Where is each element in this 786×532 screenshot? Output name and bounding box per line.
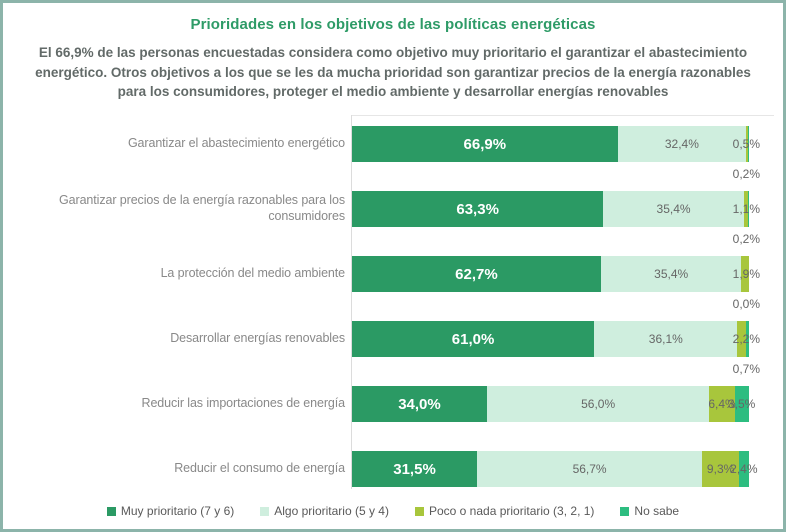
value-label-algo-prioritario: 36,1% xyxy=(648,332,683,346)
bar-segment-3 xyxy=(709,386,735,422)
value-label-poco-prioritario: 6,4% xyxy=(708,397,736,411)
value-label-muy-prioritario: 62,7% xyxy=(455,265,498,283)
bar-segment-3 xyxy=(737,321,747,357)
bar-segment-2 xyxy=(594,321,738,357)
bar-row: 34,0% 56,0% 6,4% 3,5% xyxy=(352,386,755,422)
category-label: Garantizar el abastecimiento energético xyxy=(127,136,345,151)
value-label-muy-prioritario: 66,9% xyxy=(463,135,507,153)
legend-swatch-icon xyxy=(106,506,116,516)
value-label-poco-prioritario: 2,2% xyxy=(732,332,760,346)
plot-top-gridline xyxy=(351,115,774,116)
value-label-no-sabe: 0,2% xyxy=(732,232,760,246)
bar-segment-4 xyxy=(748,191,749,227)
bar-segment-2 xyxy=(603,191,744,227)
bar-segment-2 xyxy=(600,256,742,292)
legend-item-1: Muy prioritario (7 y 6) xyxy=(106,504,235,518)
value-label-no-sabe: 0,2% xyxy=(732,167,760,181)
legend-label: No sabe xyxy=(634,504,680,518)
bar-segment-2 xyxy=(617,126,747,162)
bar-row: 66,9% 32,4% 0,5% 0,2% xyxy=(352,126,760,181)
bar-segment-4 xyxy=(739,451,749,487)
value-label-muy-prioritario: 34,0% xyxy=(398,395,441,413)
value-label-muy-prioritario: 31,5% xyxy=(393,460,436,478)
value-label-algo-prioritario: 35,4% xyxy=(654,267,689,281)
bar-segment-3 xyxy=(743,191,749,227)
bar-segment-1 xyxy=(352,191,604,227)
value-label-algo-prioritario: 35,4% xyxy=(656,202,691,216)
bar-row: 31,5% 56,7% 9,3% 2,4% xyxy=(352,451,758,487)
category-label: Reducir el consumo de energía xyxy=(174,461,345,476)
bar-segment-3 xyxy=(741,256,749,292)
plot-area: Garantizar el abastecimiento energético 6… xyxy=(3,113,783,495)
value-label-no-sabe: 2,4% xyxy=(730,462,758,476)
legend-item-2: Algo prioritario (5 y 4) xyxy=(260,504,389,518)
bar-segment-3 xyxy=(746,126,749,162)
category-label: Garantizar precios de la energía razonab… xyxy=(59,193,345,223)
chart-title: Prioridades en los objetivos de las polí… xyxy=(190,16,596,33)
value-label-poco-prioritario: 1,9% xyxy=(732,267,760,281)
legend-label: Poco o nada prioritario (3, 2, 1) xyxy=(428,504,595,518)
legend-swatch-icon xyxy=(414,506,424,516)
bar-row: 62,7% 35,4% 1,9% 0,0% xyxy=(352,256,760,311)
bar-segment-4 xyxy=(748,126,749,162)
category-label: Reducir las importaciones de energía xyxy=(141,396,346,411)
bar-segment-3 xyxy=(702,451,740,487)
bar-row: 63,3% 35,4% 1,1% 0,2% xyxy=(352,191,760,246)
value-label-algo-prioritario: 32,4% xyxy=(664,137,699,151)
bar-segment-1 xyxy=(352,386,487,422)
value-label-muy-prioritario: 61,0% xyxy=(451,330,495,348)
bar-segment-2 xyxy=(486,386,710,422)
legend-swatch-icon xyxy=(620,506,630,516)
value-label-poco-prioritario: 0,5% xyxy=(732,137,760,151)
value-label-muy-prioritario: 63,3% xyxy=(456,200,499,218)
value-label-poco-prioritario: 9,3% xyxy=(706,462,735,476)
bar-segment-1 xyxy=(352,256,601,292)
value-label-poco-prioritario: 1,1% xyxy=(732,202,760,216)
legend-label: Muy prioritario (7 y 6) xyxy=(120,504,235,518)
legend-item-3: Poco o nada prioritario (3, 2, 1) xyxy=(414,504,595,518)
bar-segment-1 xyxy=(352,321,595,357)
category-label: La protección del medio ambiente xyxy=(160,266,346,281)
legend-item-4: No sabe xyxy=(620,504,679,518)
bar-row: 61,0% 36,1% 2,2% 0,7% xyxy=(352,321,760,376)
category-label: Desarrollar energías renovables xyxy=(170,331,345,346)
bar-segment-1 xyxy=(352,126,618,162)
legend-label: Algo prioritario (5 y 4) xyxy=(274,504,389,518)
bar-segment-2 xyxy=(477,451,703,487)
legend: Muy prioritario (7 y 6) Algo prioritario … xyxy=(3,504,783,518)
legend-swatch-icon xyxy=(260,506,270,516)
bar-segment-1 xyxy=(352,451,478,487)
bar-segment-4 xyxy=(746,321,749,357)
value-label-no-sabe: 3,5% xyxy=(727,397,756,411)
value-label-no-sabe: 0,7% xyxy=(732,362,760,376)
value-label-algo-prioritario: 56,0% xyxy=(581,397,616,411)
chart-subtitle: El 66,9% de las personas encuestadas con… xyxy=(35,45,751,100)
y-axis-line xyxy=(351,115,352,489)
value-label-no-sabe: 0,0% xyxy=(732,297,760,311)
bar-segment-4 xyxy=(734,386,749,422)
value-label-algo-prioritario: 56,7% xyxy=(572,462,607,476)
